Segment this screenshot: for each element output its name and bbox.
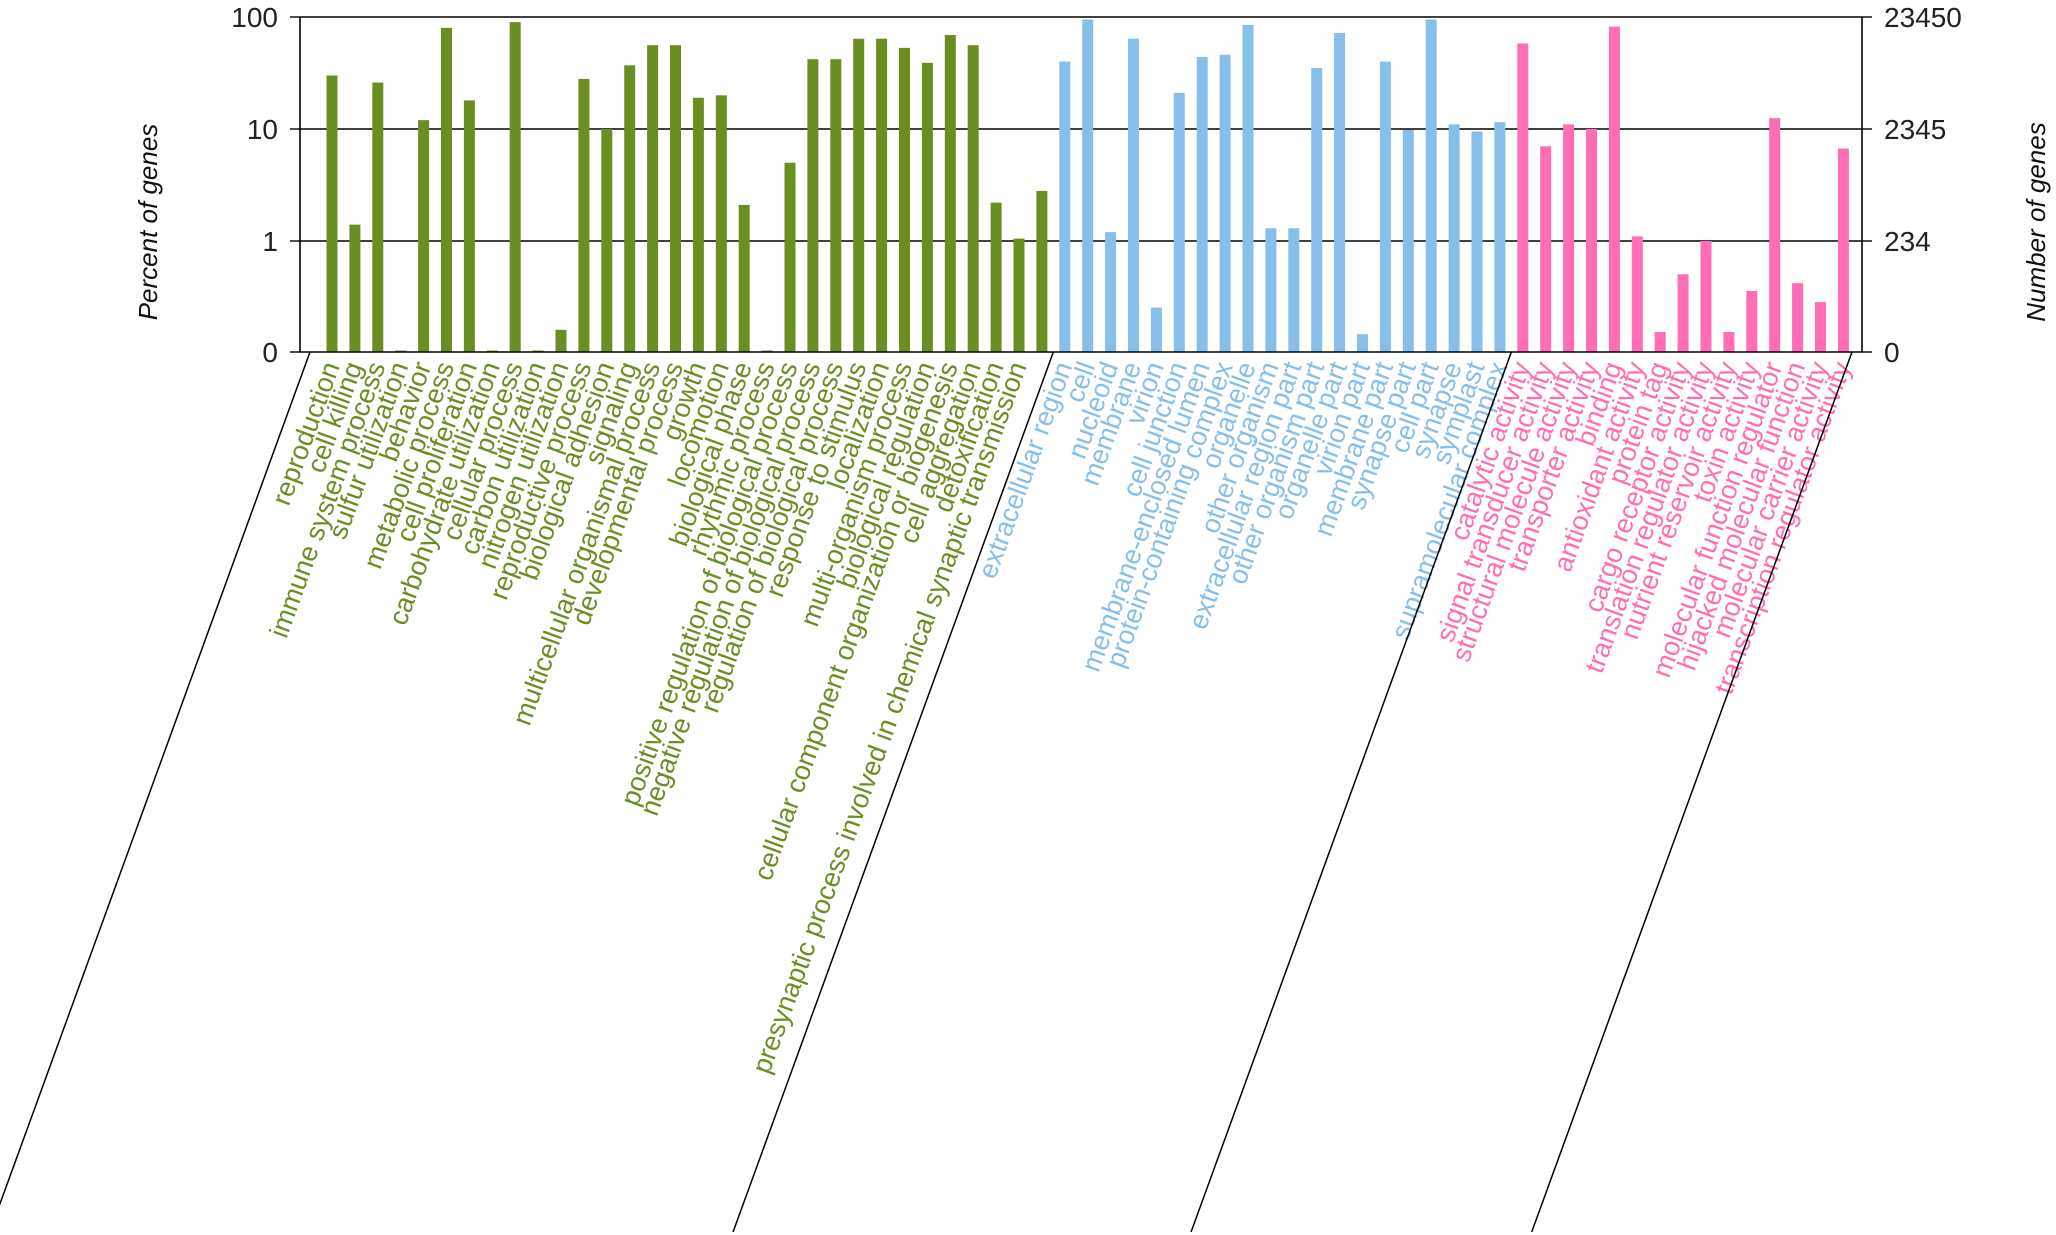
right-tick-label: 23450: [1884, 2, 1962, 33]
bar: [1654, 332, 1666, 352]
bar: [1242, 24, 1254, 352]
bar: [967, 45, 979, 352]
bar: [555, 329, 567, 352]
right-axis-title: Number of genes: [2021, 122, 2051, 321]
bar: [921, 62, 933, 353]
bar: [1723, 332, 1735, 352]
bar: [944, 35, 956, 353]
bar: [1105, 232, 1117, 352]
bar: [1792, 283, 1804, 352]
right-tick-label: 234: [1884, 226, 1931, 257]
bar: [326, 75, 338, 353]
bar: [1265, 228, 1277, 352]
bar: [1036, 190, 1048, 352]
bar: [1746, 290, 1758, 352]
bar: [1448, 124, 1460, 353]
bar: [349, 224, 361, 352]
bar: [1150, 307, 1162, 352]
bar: [1631, 236, 1643, 352]
bar: [807, 59, 819, 353]
left-tick-label: 10: [247, 114, 278, 145]
bar: [670, 45, 681, 352]
bar: [509, 22, 521, 352]
bar: [830, 59, 842, 353]
bar: [418, 120, 430, 352]
left-tick-label: 0: [262, 337, 278, 368]
bar: [1494, 122, 1506, 352]
bar: [1425, 19, 1437, 352]
bar: [876, 38, 888, 352]
group-dividers: [0, 351, 1853, 1233]
bar: [1334, 32, 1346, 352]
left-axis-title: Percent of genes: [133, 124, 163, 321]
bar: [463, 100, 475, 352]
bar: [1379, 61, 1391, 353]
bar: [1288, 228, 1300, 352]
bar: [1815, 302, 1826, 352]
group-divider: [732, 351, 1055, 1233]
right-tick-label: 0: [1884, 337, 1900, 368]
bar: [1608, 26, 1620, 352]
bar: [1402, 129, 1414, 352]
group-divider-end: [1531, 351, 1853, 1233]
bar: [372, 82, 384, 353]
bar: [853, 38, 865, 352]
bar: [1471, 131, 1483, 352]
bar: [1517, 43, 1529, 352]
bar: [578, 78, 590, 352]
bar: [601, 129, 613, 352]
bar: [441, 27, 452, 353]
right-tick-label: 2345: [1884, 114, 1946, 145]
tick-labels: 100 23450 10 2345 1 234 0 0: [231, 2, 1962, 368]
bar: [1769, 118, 1781, 352]
bar: [1173, 92, 1185, 352]
bar: [1700, 241, 1712, 352]
bar: [647, 45, 659, 352]
bar: [1357, 334, 1368, 352]
bar: [1563, 124, 1575, 353]
bar: [1586, 129, 1597, 352]
bar: [692, 97, 704, 352]
group-divider: [1190, 351, 1513, 1233]
bar: [1196, 56, 1208, 353]
bar: [715, 95, 727, 352]
bar: [624, 65, 636, 353]
bar: [990, 202, 1002, 352]
left-tick-label: 100: [231, 2, 278, 33]
bar: [1059, 61, 1071, 353]
bar: [1013, 238, 1025, 352]
bar: [1540, 146, 1552, 352]
group-divider-start: [0, 351, 311, 1206]
bar: [1837, 148, 1849, 352]
bar: [1082, 19, 1094, 352]
bar: [1677, 274, 1689, 352]
bar: [738, 204, 750, 352]
axes: [299, 16, 1863, 353]
bar: [1128, 38, 1139, 352]
bar: [1219, 54, 1231, 353]
bar: [899, 47, 910, 352]
left-tick-label: 1: [262, 226, 278, 257]
bar: [784, 162, 796, 352]
bars: [326, 19, 1849, 353]
gridlines: [300, 128, 1862, 242]
bar: [1311, 68, 1323, 352]
